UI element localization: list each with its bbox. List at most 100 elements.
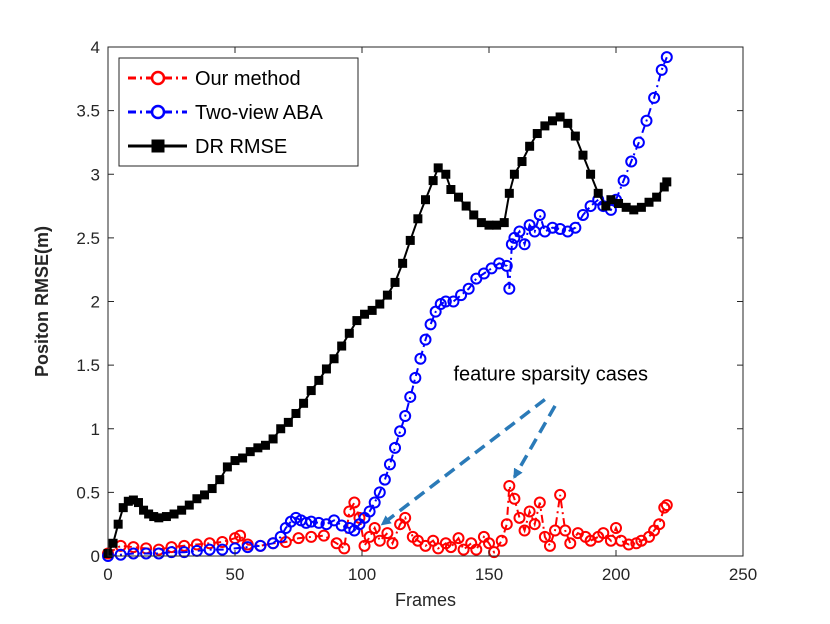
data-point (306, 386, 316, 396)
data-point (305, 530, 318, 543)
data-point (648, 91, 661, 104)
legend: Our method Two-view ABA DR RMSE (118, 57, 359, 167)
data-point (363, 530, 376, 543)
data-point (439, 295, 452, 308)
data-point (375, 299, 385, 309)
data-point (378, 473, 391, 486)
data-point (500, 259, 513, 272)
data-point (292, 532, 305, 545)
data-point (593, 188, 603, 198)
data-point (140, 547, 153, 560)
data-point (504, 188, 514, 198)
data-point (660, 51, 673, 64)
data-point (383, 458, 396, 471)
data-point (461, 201, 471, 211)
data-point (161, 512, 171, 522)
y-tick-label: 3 (91, 165, 100, 184)
data-point (419, 333, 432, 346)
data-point (533, 496, 546, 509)
data-point (493, 257, 506, 270)
data-point (622, 538, 635, 551)
legend-label: DR RMSE (195, 136, 287, 158)
data-point (305, 515, 318, 528)
data-point (414, 352, 427, 365)
data-point (321, 364, 331, 374)
data-point (518, 524, 531, 537)
data-point (169, 509, 179, 519)
data-point (399, 511, 412, 524)
data-point (508, 492, 521, 505)
data-point (555, 112, 565, 122)
data-point (586, 169, 596, 179)
data-point (373, 534, 386, 547)
x-tick-label: 150 (475, 565, 503, 584)
legend-marker (150, 70, 166, 86)
data-point (446, 185, 456, 195)
data-point (614, 199, 624, 209)
data-point (190, 538, 203, 551)
data-point (492, 220, 502, 230)
data-point (230, 456, 240, 466)
data-point (413, 214, 423, 224)
data-point (234, 529, 247, 542)
data-point (546, 221, 559, 234)
data-point (652, 192, 662, 202)
data-point (238, 453, 248, 463)
data-point (360, 309, 370, 319)
y-tick-label: 4 (91, 38, 100, 57)
data-point (203, 543, 216, 556)
data-point (200, 490, 210, 500)
legend-entry: Two-view ABA (128, 102, 323, 124)
data-point (462, 282, 475, 295)
data-point (127, 547, 140, 560)
data-point (368, 496, 381, 509)
y-tick-label: 1 (91, 420, 100, 439)
data-point (662, 177, 672, 187)
data-point (655, 63, 668, 76)
data-point (267, 537, 280, 550)
data-point (338, 542, 351, 555)
data-point (222, 462, 232, 472)
data-point (421, 195, 430, 205)
data-point (518, 238, 531, 251)
data-point (154, 513, 164, 523)
annotation-arrow (380, 398, 546, 526)
data-point (500, 518, 513, 531)
data-point (343, 505, 356, 518)
data-point (291, 408, 301, 418)
data-point (563, 118, 573, 128)
data-point (540, 121, 550, 131)
data-point (559, 524, 572, 537)
data-point (373, 486, 386, 499)
data-point (399, 410, 412, 423)
data-point (455, 289, 468, 302)
data-point (274, 530, 287, 543)
annotations: feature sparsity cases (380, 363, 648, 526)
data-point (505, 238, 518, 251)
y-tick-label: 0.5 (76, 483, 100, 502)
data-point (177, 505, 187, 515)
data-point (513, 511, 526, 524)
x-tick-label: 250 (729, 565, 757, 584)
data-point (495, 534, 508, 547)
data-point (386, 537, 399, 550)
legend-label: Two-view ABA (195, 102, 323, 124)
data-point (165, 541, 178, 554)
y-axis-title: Positon RMSE(m) (32, 226, 52, 377)
data-point (469, 210, 479, 220)
data-point (178, 539, 191, 552)
data-point (629, 205, 639, 215)
data-point (165, 546, 178, 559)
legend-marker (151, 139, 165, 153)
data-point (133, 498, 143, 508)
data-point (368, 522, 381, 535)
data-point (528, 518, 541, 531)
data-point (389, 441, 402, 454)
data-point (216, 543, 229, 556)
data-point (564, 537, 577, 550)
data-point (538, 530, 551, 543)
data-point (207, 484, 217, 494)
data-point (118, 503, 128, 513)
data-point (215, 475, 225, 485)
data-point (441, 169, 451, 179)
